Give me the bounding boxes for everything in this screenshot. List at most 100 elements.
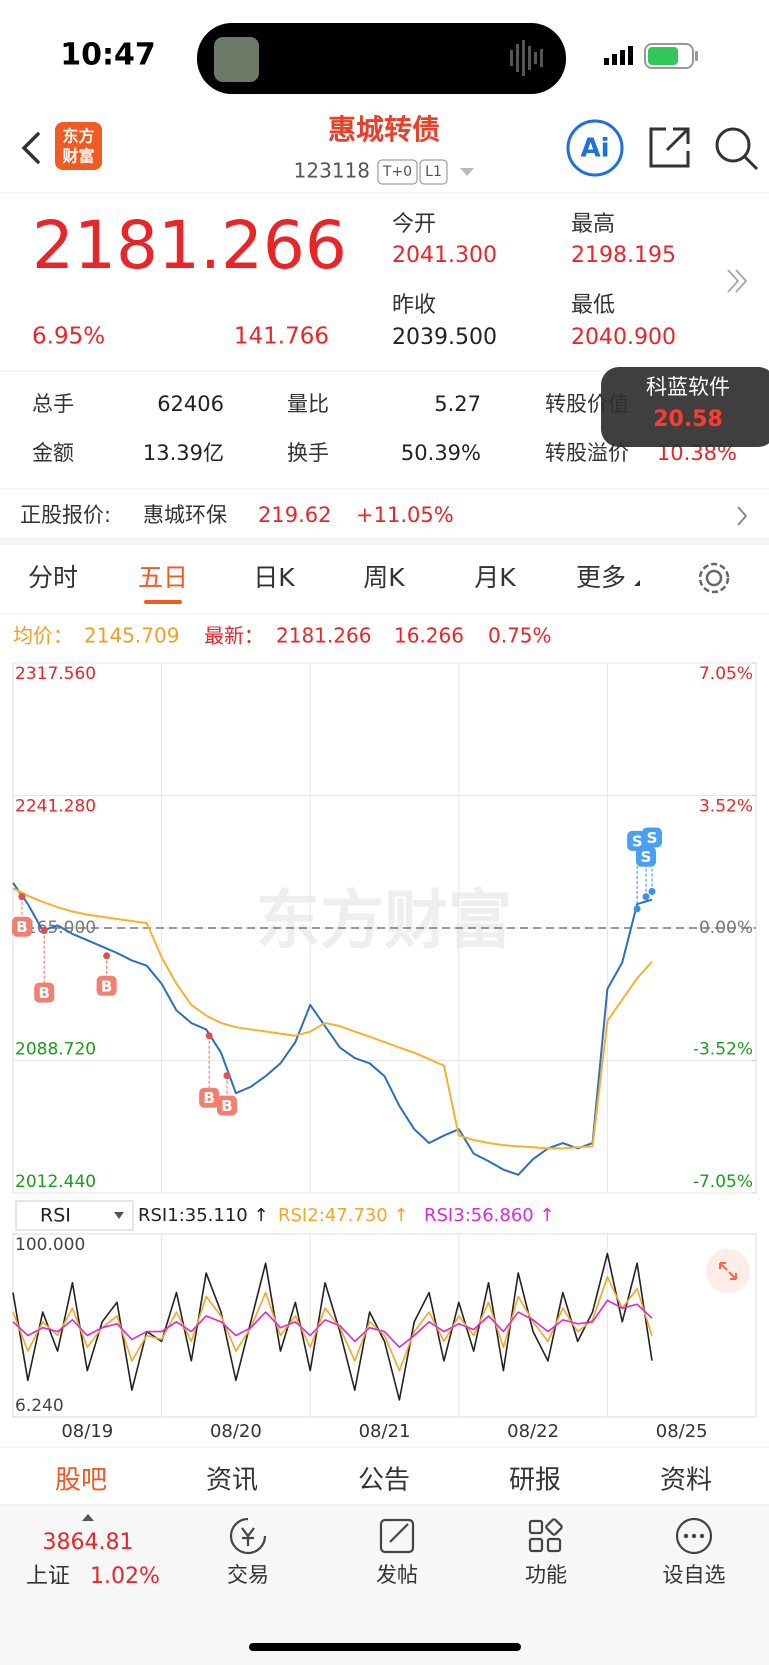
underlying-label: 正股报价: [20, 503, 111, 527]
bottom-nav [0, 1505, 769, 1665]
last-change: 16.266 [394, 624, 464, 648]
logo-text: 东方 [62, 127, 94, 146]
security-code: 123118 [294, 159, 370, 183]
y-tick-label: 2088.720 [15, 1040, 96, 1060]
indicator-values: RSI1:35.110 ↑ RSI2:47.730 ↑ RSI3:56.860 ↑ [138, 1205, 555, 1226]
period-tab[interactable]: 五日 [138, 563, 188, 592]
stat-value: 2041.300 [392, 243, 497, 268]
period-tab[interactable]: 更多 [576, 563, 626, 592]
index-toggle[interactable] [82, 1514, 94, 1521]
island-thumbnail [214, 37, 259, 82]
back-button[interactable] [21, 132, 40, 164]
marker-label: B [221, 1097, 232, 1115]
trade-point [648, 888, 656, 896]
indicator-value: RSI2:47.730 ↑ [278, 1205, 409, 1226]
settings-button[interactable] [698, 562, 730, 594]
app-logo [55, 122, 102, 170]
y2-tick-label: -7.05% [693, 1172, 753, 1192]
y-tick-label: 2317.560 [15, 664, 96, 684]
search-button[interactable] [715, 127, 759, 171]
rsi-chart-frame [12, 1233, 757, 1418]
series-line [12, 887, 653, 1150]
marker-label: S [632, 832, 643, 850]
metric-label: 金额 [32, 441, 74, 465]
ai-button[interactable] [566, 119, 624, 177]
floating-price[interactable]: 20.58 [653, 407, 723, 432]
metric-label: 量比 [287, 392, 329, 416]
battery-level [648, 47, 678, 65]
metric-value: 13.39亿 [143, 441, 224, 465]
marker-label: B [101, 977, 112, 995]
share-button[interactable] [649, 127, 690, 168]
bottom-tab[interactable]: 资料 [660, 1466, 712, 1496]
bottom-tab[interactable]: 股吧 [55, 1466, 107, 1496]
x-tick-label: 08/25 [656, 1421, 708, 1442]
index-value[interactable]: 3864.81 [43, 1530, 134, 1555]
ai-label[interactable]: Ai [580, 134, 609, 164]
metric-value: 62406 [157, 392, 224, 416]
indicator-dropdown[interactable] [114, 1212, 124, 1219]
avg-label: 均价： [13, 624, 73, 648]
dropdown-arrow[interactable] [460, 168, 474, 176]
period-tab[interactable]: 日K [253, 563, 295, 592]
avg-value: 2145.709 [84, 624, 179, 648]
status-time: 10:47 [60, 38, 156, 73]
expand-chevron[interactable] [727, 269, 748, 293]
underlying-chevron[interactable] [737, 506, 748, 526]
marker-badge [96, 975, 117, 996]
underlying-change: +11.05% [356, 503, 454, 527]
indicator-select[interactable] [15, 1200, 134, 1231]
nav-label[interactable]: 设自选 [663, 1563, 726, 1587]
bottom-tab[interactable]: 公告 [358, 1466, 410, 1496]
marker-label: S [641, 848, 652, 866]
floating-name[interactable]: 科蓝软件 [646, 375, 730, 399]
trade-point [223, 1072, 231, 1080]
trade-point [18, 893, 26, 901]
series-line [12, 882, 653, 1176]
rsi-chart: 100.000 6.240 08/19 08/20 08/21 08/22 08/25 [12, 1233, 708, 1442]
metric-value: 5.27 [434, 392, 481, 416]
marker-label: B [16, 918, 27, 936]
nav-label[interactable]: 发帖 [376, 1563, 418, 1587]
marker-label: B [38, 984, 49, 1002]
x-tick-label: 08/19 [61, 1421, 113, 1442]
tag: T+0 [382, 164, 412, 180]
tag: L1 [425, 164, 442, 180]
period-tab[interactable]: 周K [363, 563, 405, 592]
last-price: 2181.266 [32, 207, 347, 284]
trade-point [642, 893, 650, 901]
stat-label: 昨收 [392, 293, 436, 318]
stat-label: 最高 [571, 212, 615, 237]
y-tick-label: 2241.280 [15, 797, 96, 817]
nav-labels: 交易 发帖 功能 设自选 [227, 1563, 726, 1587]
bottom-tab[interactable]: 研报 [509, 1466, 561, 1496]
period-tabs: 分时 五日 日K 周K 月K 更多 [28, 563, 640, 604]
more-triangle [634, 580, 640, 586]
index-name[interactable]: 上证 [26, 1564, 70, 1589]
section-gap [0, 537, 769, 545]
nav-label[interactable]: 交易 [227, 1563, 269, 1587]
marker-badge [216, 1095, 237, 1116]
fullscreen-icon[interactable] [719, 1262, 737, 1280]
signal-icon [604, 46, 633, 65]
fullscreen-button[interactable] [706, 1249, 750, 1293]
watermark: 东方财富 [256, 885, 512, 959]
metric-label: 总手 [32, 392, 74, 416]
indicator-name[interactable]: RSI [40, 1205, 71, 1227]
trade-point [40, 927, 48, 935]
nav-label[interactable]: 功能 [525, 1563, 567, 1587]
index-change[interactable]: 1.02% [90, 1564, 160, 1589]
battery-cap [695, 51, 698, 61]
floating-quote[interactable] [601, 367, 769, 447]
period-tab[interactable]: 月K [474, 563, 516, 592]
y2-tick-label: 0.00% [699, 918, 753, 938]
underlying-name[interactable]: 惠城环保 [143, 503, 227, 527]
period-tab[interactable]: 分时 [28, 563, 78, 592]
marker-badge [11, 916, 32, 937]
metric-label: 换手 [287, 441, 329, 465]
x-tick-label: 08/20 [210, 1421, 262, 1442]
bottom-tab[interactable]: 资讯 [206, 1466, 258, 1496]
trade-point [103, 952, 111, 960]
